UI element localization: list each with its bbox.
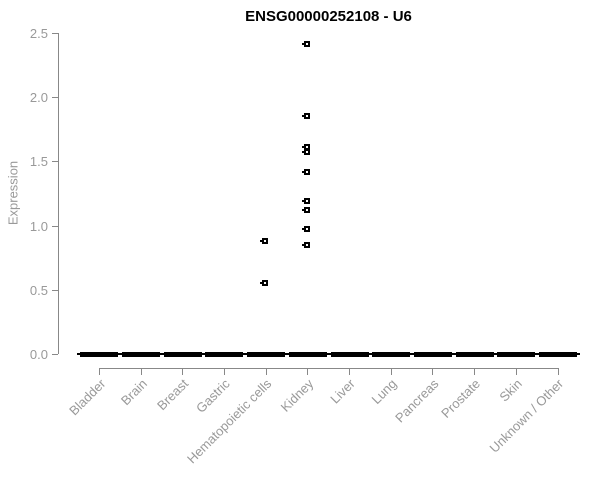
zero-expression-box [330, 351, 369, 357]
x-tick-mark [307, 368, 309, 375]
outlier-point [301, 41, 310, 48]
x-tick-mark [390, 368, 392, 375]
zero-expression-box [539, 351, 577, 357]
outlier-point [301, 113, 310, 120]
x-tick-mark [182, 368, 184, 375]
y-tick-label: 1.0 [29, 218, 48, 234]
zero-expression-box [413, 351, 452, 357]
zero-expression-box [372, 351, 411, 357]
y-tick-mark [52, 97, 58, 98]
zero-expression-box [122, 351, 160, 357]
y-tick-mark [52, 161, 58, 163]
x-tick-mark [223, 368, 225, 375]
x-category-label: Skin [496, 376, 525, 405]
x-tick-mark [432, 368, 434, 375]
outlier-point [301, 149, 310, 156]
outlier-point [301, 226, 310, 233]
x-axis-line [99, 368, 559, 369]
x-tick-mark [557, 368, 559, 375]
outlier-point [301, 241, 310, 248]
x-category-label: Bladder [65, 376, 108, 419]
y-tick-mark [52, 32, 58, 34]
outlier-point [260, 280, 269, 287]
y-tick-label: 0.0 [29, 347, 48, 362]
x-category-label: Breast [154, 376, 192, 414]
zero-expression-box [247, 351, 286, 357]
x-tick-mark [474, 368, 476, 375]
y-tick-mark [52, 225, 58, 227]
chart-title: ENSG00000252108 - U6 [245, 8, 412, 25]
x-tick-mark [515, 368, 517, 375]
outlier-point [301, 198, 310, 205]
zero-expression-box [163, 351, 202, 357]
outlier-point [301, 144, 310, 151]
y-axis-label: Expression [5, 160, 21, 226]
x-category-label: Brain [117, 376, 150, 409]
zero-expression-box [455, 351, 494, 357]
y-axis-line [58, 33, 59, 354]
y-tick-label: 2.0 [29, 90, 48, 105]
x-category-label: Lung [368, 376, 400, 408]
outlier-point [301, 168, 310, 175]
x-tick-mark [265, 368, 267, 375]
zero-expression-box [497, 351, 536, 357]
x-category-label: Pancreas [392, 376, 442, 426]
outlier-point [301, 207, 310, 214]
x-tick-mark [98, 368, 100, 375]
x-category-label: Prostate [438, 376, 484, 421]
zero-expression-box [80, 351, 119, 357]
y-tick-label: 0.5 [29, 282, 48, 298]
outlier-point [260, 237, 269, 244]
y-tick-mark [52, 289, 58, 291]
y-tick-label: 2.5 [29, 25, 48, 41]
x-category-label: Gastric [193, 376, 234, 416]
zero-expression-box [288, 351, 327, 357]
zero-expression-box [205, 351, 244, 357]
x-tick-mark [349, 368, 350, 375]
x-tick-mark [140, 368, 142, 375]
x-category-label: Kidney [277, 376, 317, 415]
x-category-label: Liver [327, 376, 359, 407]
y-tick-label: 1.5 [29, 154, 48, 170]
y-tick-mark [52, 354, 58, 355]
x-category-label: Unknown / Other [487, 376, 567, 456]
